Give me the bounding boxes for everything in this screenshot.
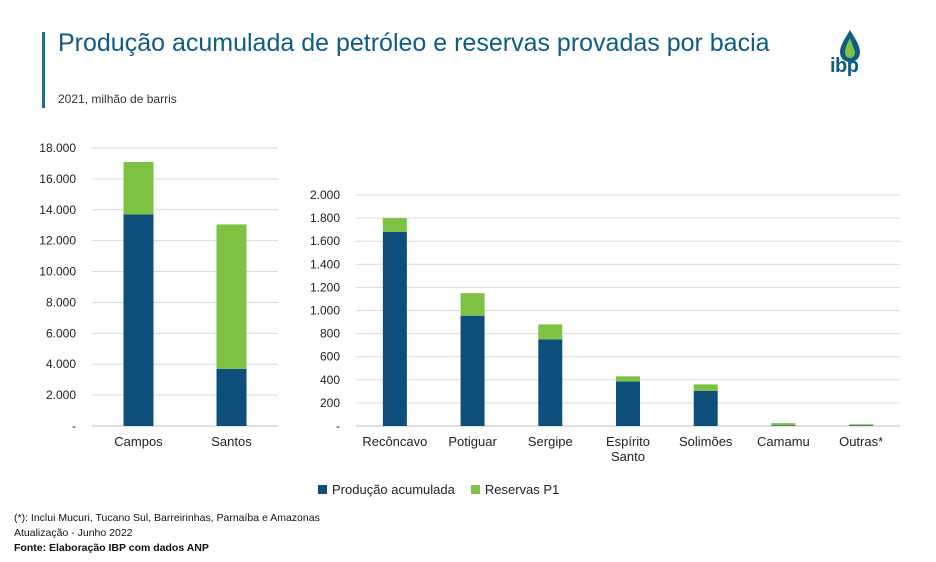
footnote-update: Atualização - Junho 2022 xyxy=(14,527,133,539)
x-category-label: Potiguar xyxy=(448,434,497,449)
bar-reservas xyxy=(460,293,485,316)
x-category-label: Santos xyxy=(211,434,252,449)
footnote-others: (*): Inclui Mucuri, Tucano Sul, Barreiri… xyxy=(14,512,320,524)
bar-reservas xyxy=(216,224,247,369)
y-tick-label: 16.000 xyxy=(39,172,76,186)
y-tick-label: 14.000 xyxy=(39,203,76,217)
legend: Produção acumulada Reservas P1 xyxy=(318,482,559,497)
footnote-source: Fonte: Elaboração IBP com dados ANP xyxy=(14,542,209,554)
bar-reservas xyxy=(771,423,796,426)
legend-label-reservas: Reservas P1 xyxy=(484,482,560,497)
y-tick-label: 1.400 xyxy=(310,257,340,271)
bar-producao xyxy=(216,368,247,426)
legend-swatch-reservas xyxy=(470,485,480,494)
y-tick-label: - xyxy=(336,419,340,433)
y-tick-label: 800 xyxy=(320,327,340,341)
bar-reservas xyxy=(382,218,407,232)
bar-producao xyxy=(382,231,407,426)
y-tick-label: 1.000 xyxy=(310,304,340,318)
bar-reservas xyxy=(616,376,640,382)
y-tick-label: - xyxy=(72,419,76,433)
y-tick-label: 6.000 xyxy=(46,326,76,340)
x-category-label: Outras* xyxy=(839,434,883,449)
y-tick-label: 1.200 xyxy=(310,280,340,294)
y-tick-label: 8.000 xyxy=(46,295,76,309)
title-accent-bar xyxy=(42,32,45,108)
y-tick-label: 600 xyxy=(320,350,340,364)
y-tick-label: 12.000 xyxy=(39,234,76,248)
y-tick-label: 10.000 xyxy=(39,265,76,279)
x-category-label: Camamu xyxy=(757,434,810,449)
page-subtitle: 2021, milhão de barris xyxy=(58,92,177,106)
y-tick-label: 18.000 xyxy=(39,141,76,155)
bar-producao xyxy=(849,425,874,426)
bar-producao xyxy=(616,381,640,426)
legend-item-reservas: Reservas P1 xyxy=(470,482,560,497)
chart-campos-santos: - 2.000 4.000 6.000 8.000 10.000 12.000 14.000 1… xyxy=(39,141,278,449)
y-tick-label: 1.800 xyxy=(310,211,340,225)
bar-producao xyxy=(771,425,796,426)
chart-other-basins: - 200 400 600 800 1.000 1.200 1.400 1.600 1.800 2.… xyxy=(310,188,900,464)
y-tick-label: 2.000 xyxy=(46,388,76,402)
x-category-label: Solimões xyxy=(679,434,733,449)
bar-producao xyxy=(693,390,718,426)
bar-producao xyxy=(123,214,154,426)
bar-reservas xyxy=(538,324,563,340)
bar-reservas xyxy=(849,424,874,426)
x-category-label: Espírito xyxy=(606,434,650,449)
ibp-logo-drop-icon xyxy=(840,30,860,62)
ibp-logo-text: ibp xyxy=(830,55,859,77)
x-category-label: Campos xyxy=(114,434,163,449)
y-tick-label: 1.600 xyxy=(310,234,340,248)
x-category-label: Sergipe xyxy=(528,434,573,449)
x-category-label: Recôncavo xyxy=(362,434,427,449)
legend-item-producao: Produção acumulada xyxy=(318,482,455,497)
y-tick-label: 200 xyxy=(320,396,340,410)
bar-reservas xyxy=(123,161,154,215)
y-tick-label: 400 xyxy=(320,373,340,387)
bar-producao xyxy=(460,315,485,426)
y-tick-label: 2.000 xyxy=(310,188,340,202)
page-title: Produção acumulada de petróleo e reserva… xyxy=(58,29,770,57)
bar-producao xyxy=(538,339,563,426)
bar-reservas xyxy=(693,384,718,391)
legend-swatch-producao xyxy=(318,485,327,494)
x-category-label: Santo xyxy=(611,449,645,464)
y-tick-label: 4.000 xyxy=(46,357,76,371)
legend-label-producao: Produção acumulada xyxy=(332,482,455,497)
